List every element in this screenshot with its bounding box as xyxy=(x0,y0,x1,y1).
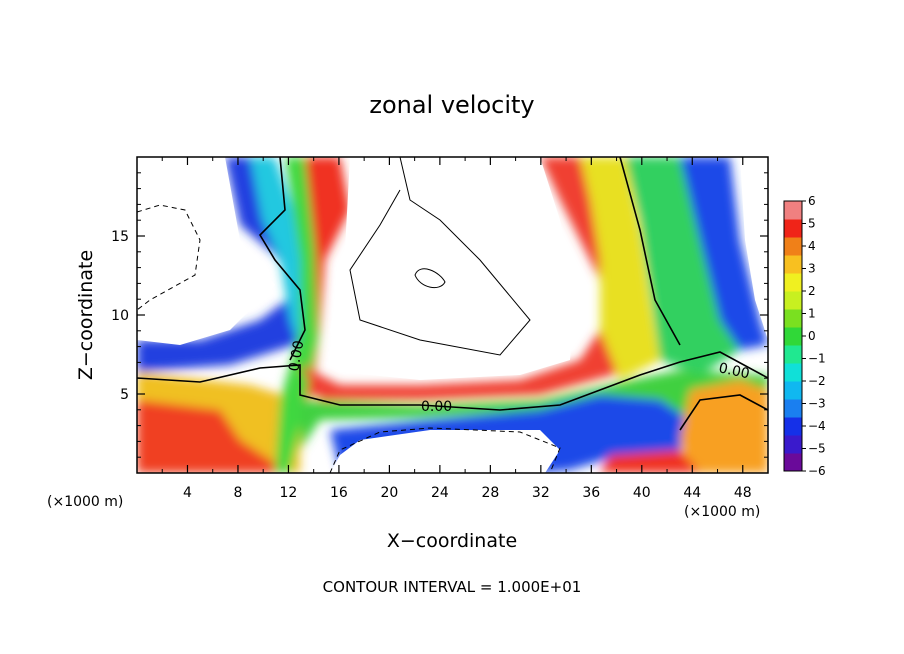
x-tick-label: 28 xyxy=(481,485,499,501)
velocity-field xyxy=(137,157,768,473)
contour-label-left: 0.00 xyxy=(286,339,307,372)
chart-title: zonal velocity xyxy=(369,91,534,119)
colorbar-swatch xyxy=(784,237,802,256)
contour-dashed-left xyxy=(137,204,201,311)
colorbar-swatch xyxy=(784,219,802,238)
colorbar-tick-label: 2 xyxy=(808,284,816,298)
colorbar-swatch xyxy=(784,291,802,310)
colorbar-tick-label: 0 xyxy=(808,329,816,343)
field-patch-lower-right xyxy=(680,380,768,473)
white-region-bottom xyxy=(330,430,560,473)
x-axis-label: X−coordinate xyxy=(387,530,517,552)
colorbar-tick-label: 3 xyxy=(808,262,816,276)
colorbar-tick-label: −4 xyxy=(808,419,826,433)
x-tick-label: 44 xyxy=(683,485,701,501)
white-region-center xyxy=(330,157,575,380)
x-tick-label: 48 xyxy=(734,485,752,501)
colorbar-tick-label: 1 xyxy=(808,307,816,321)
colorbar-tick-label: −1 xyxy=(808,352,826,366)
colorbar-tick-label: 5 xyxy=(808,217,816,231)
contour-label-center: 0.00 xyxy=(421,399,452,415)
colorbar-swatch xyxy=(784,435,802,454)
colorbar-swatch xyxy=(784,381,802,400)
field-column-green-right xyxy=(625,157,740,375)
colorbar-swatch xyxy=(784,417,802,436)
contour-label-right: 0.00 xyxy=(717,360,751,382)
colorbar-tick-label: −3 xyxy=(808,397,826,411)
contour-zero-right xyxy=(619,157,681,346)
colorbar-tick-label: −6 xyxy=(808,464,826,478)
colorbar-swatch xyxy=(784,201,802,220)
field-column-red xyxy=(305,157,350,400)
colorbar-swatch xyxy=(784,327,802,346)
x-tick-label: 12 xyxy=(280,485,298,501)
white-region-left xyxy=(137,157,275,345)
x-unit-label-right: (×1000 m) xyxy=(684,504,760,520)
field-band-lower-left-red xyxy=(137,400,290,473)
x-unit-label-left: (×1000 m) xyxy=(47,494,123,510)
field-column-blue-right xyxy=(680,157,768,350)
x-tick-label: 36 xyxy=(582,485,600,501)
x-tick-label: 32 xyxy=(532,485,550,501)
colorbar-tick-label: 6 xyxy=(808,194,816,208)
contour-interval-note: CONTOUR INTERVAL = 1.000E+01 xyxy=(323,578,582,596)
x-tick-label: 8 xyxy=(233,485,242,501)
colorbar-swatch xyxy=(784,399,802,418)
contour-zero-left xyxy=(258,157,306,361)
colorbar-swatch xyxy=(784,309,802,328)
colorbar-tick-label: 4 xyxy=(808,239,816,253)
y-axis-ticks: 5 10 15 xyxy=(111,172,768,458)
x-axis-ticks: 4 8 12 16 20 24 28 32 36 40 44 48 xyxy=(161,157,752,501)
x-tick-label: 16 xyxy=(330,485,348,501)
contour-zero-horizontal xyxy=(137,351,768,411)
field-patch-lower-center xyxy=(600,450,700,473)
field-column-yellow xyxy=(580,157,660,380)
x-tick-label: 40 xyxy=(633,485,651,501)
contour-dashed-bottom xyxy=(329,427,561,473)
contour-lines xyxy=(137,157,768,473)
colorbar: 6 5 4 3 2 1 0 −1 −2 −3 −4 −5 −6 xyxy=(783,194,826,478)
contour-lower-right xyxy=(679,394,768,431)
contour-center-loop xyxy=(414,268,446,289)
x-tick-label: 24 xyxy=(431,485,449,501)
y-tick-label: 5 xyxy=(120,387,129,403)
colorbar-swatch xyxy=(784,255,802,274)
colorbar-swatch xyxy=(784,363,802,382)
colorbar-swatch xyxy=(784,345,802,364)
x-tick-label: 20 xyxy=(380,485,398,501)
white-region-right xyxy=(740,157,768,340)
y-tick-label: 10 xyxy=(111,308,129,324)
x-tick-label: 4 xyxy=(183,485,192,501)
colorbar-swatch xyxy=(784,273,802,292)
colorbar-swatch xyxy=(784,453,802,472)
colorbar-tick-label: −2 xyxy=(808,374,826,388)
y-tick-label: 15 xyxy=(111,229,129,245)
colorbar-tick-label: −5 xyxy=(808,442,826,456)
field-column-green xyxy=(275,157,320,473)
y-axis-label: Z−coordinate xyxy=(75,250,97,380)
contour-center xyxy=(349,157,531,356)
